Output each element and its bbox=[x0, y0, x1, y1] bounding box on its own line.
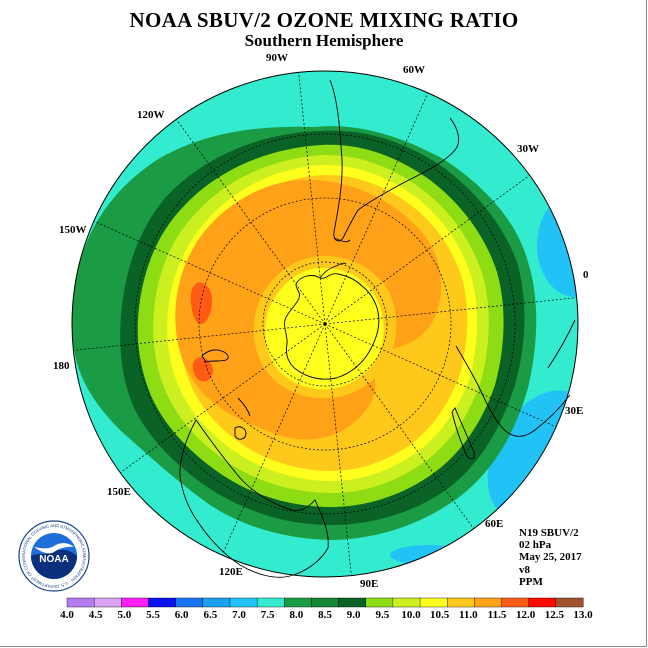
lon-label-30e: 30E bbox=[565, 405, 583, 417]
colorbar-cells bbox=[66, 597, 584, 608]
lon-label-60w: 60W bbox=[403, 64, 425, 76]
africa-coast bbox=[455, 345, 571, 437]
colorbar-cell bbox=[419, 597, 448, 608]
logo-bird bbox=[31, 549, 77, 579]
coastlines bbox=[179, 79, 576, 578]
ozone-band-12-0-a bbox=[190, 282, 213, 325]
lon-label-120w: 120W bbox=[137, 109, 165, 121]
colorbar-label: 5.0 bbox=[117, 609, 131, 621]
africa-east-coast bbox=[547, 319, 576, 369]
colorbar-cell bbox=[365, 597, 394, 608]
lon-label-60e: 60E bbox=[485, 518, 503, 530]
colorbar-label: 8.5 bbox=[318, 609, 332, 621]
ozone-band-12-0-b bbox=[192, 357, 213, 382]
colorbar-cell bbox=[555, 597, 584, 608]
colorbar-label: 4.0 bbox=[60, 609, 74, 621]
antarctica-coast bbox=[284, 273, 380, 380]
chart-title: NOAA SBUV/2 OZONE MIXING RATIO bbox=[129, 8, 519, 32]
colorbar-label: 4.5 bbox=[89, 609, 103, 621]
tasmania bbox=[234, 426, 247, 440]
info-date: May 25, 2017 bbox=[519, 551, 582, 564]
latitude-circle-45s bbox=[134, 133, 516, 515]
map-boundary bbox=[71, 70, 579, 578]
colorbar-cell bbox=[528, 597, 557, 608]
lon-label-90e: 90E bbox=[360, 578, 378, 590]
latitude-circle-60s bbox=[198, 197, 452, 451]
colorbar-cell bbox=[175, 597, 204, 608]
colorbar-cell bbox=[229, 597, 258, 608]
antarctic-peninsula bbox=[319, 262, 347, 279]
colorbar-label: 8.0 bbox=[289, 609, 303, 621]
colorbar-cell bbox=[311, 597, 340, 608]
colorbar-label: 9.5 bbox=[375, 609, 389, 621]
colorbar-cell bbox=[447, 597, 475, 608]
colorbar-label: 9.0 bbox=[347, 609, 361, 621]
logo-text: NOAA bbox=[39, 554, 68, 565]
tierra-del-fuego bbox=[333, 237, 351, 243]
lon-label-180: 180 bbox=[53, 360, 70, 372]
colorbar-label: 6.5 bbox=[203, 609, 217, 621]
info-units: PPM bbox=[519, 575, 543, 588]
info-block: N19 SBUV/2 02 hPa May 25, 2017 v8 PPM bbox=[519, 527, 582, 588]
chart-subtitle: Southern Hemisphere bbox=[244, 31, 404, 50]
colorbar-label: 13.0 bbox=[573, 609, 593, 621]
ozone-band-7-5-south bbox=[390, 545, 470, 565]
colorbar-label: 11.5 bbox=[488, 609, 507, 621]
info-satellite: N19 SBUV/2 bbox=[519, 527, 579, 539]
graticule bbox=[73, 72, 577, 576]
info-version: v8 bbox=[519, 563, 530, 576]
colorbar: 4.0 4.5 5.0 5.5 6.0 6.5 7.0 7.5 8.0 8.5 9.0 9.5 10.0… bbox=[60, 597, 593, 621]
new-zealand-north bbox=[201, 349, 229, 363]
lon-label-0: 0 bbox=[583, 269, 589, 281]
colorbar-cell bbox=[148, 597, 177, 608]
colorbar-label: 6.0 bbox=[175, 609, 189, 621]
colorbar-label: 5.5 bbox=[146, 609, 160, 621]
new-zealand-south bbox=[237, 397, 251, 417]
colorbar-cell bbox=[501, 597, 530, 608]
lon-label-120e: 120E bbox=[219, 566, 243, 578]
colorbar-cell bbox=[121, 597, 149, 608]
lon-label-150e: 150E bbox=[107, 486, 131, 498]
south-america-coast bbox=[329, 79, 460, 242]
colorbar-cell bbox=[66, 597, 95, 608]
colorbar-cell bbox=[338, 597, 367, 608]
colorbar-cell bbox=[284, 597, 312, 608]
ozone-band-7-5-east bbox=[537, 193, 578, 297]
colorbar-cell bbox=[256, 597, 285, 608]
colorbar-cell bbox=[93, 597, 122, 608]
lon-label-90w: 90W bbox=[266, 52, 288, 64]
logo-wing bbox=[34, 543, 74, 554]
australia-coast bbox=[179, 419, 329, 578]
madagascar bbox=[451, 407, 475, 460]
latitude-circle-75s bbox=[262, 261, 388, 387]
lon-label-30w: 30W bbox=[517, 143, 539, 155]
colorbar-label: 10.0 bbox=[401, 609, 421, 621]
colorbar-label: 10.5 bbox=[430, 609, 450, 621]
lon-label-150w: 150W bbox=[59, 224, 87, 236]
colorbar-label: 7.5 bbox=[261, 609, 275, 621]
colorbar-cell bbox=[474, 597, 503, 608]
colorbar-labels: 4.0 4.5 5.0 5.5 6.0 6.5 7.0 7.5 8.0 8.5 9.0 9.5 10.0… bbox=[60, 609, 593, 621]
ozone-core-10-5 bbox=[265, 267, 384, 390]
colorbar-label: 12.0 bbox=[516, 609, 536, 621]
colorbar-label: 12.5 bbox=[545, 609, 565, 621]
colorbar-label: 11.0 bbox=[459, 609, 478, 621]
noaa-logo: NATIONAL OCEANIC AND ATMOSPHERIC ADMINIS… bbox=[18, 520, 90, 592]
info-level: 02 hPa bbox=[519, 539, 552, 552]
colorbar-cell bbox=[202, 597, 231, 608]
colorbar-cell bbox=[392, 597, 421, 608]
colorbar-label: 7.0 bbox=[232, 609, 246, 621]
